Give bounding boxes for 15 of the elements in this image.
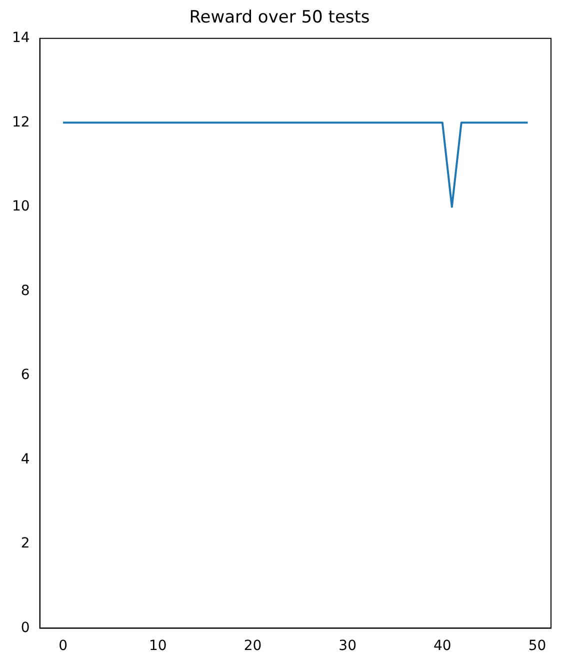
chart-title: Reward over 50 tests [189,8,370,28]
y-tick-label: 0 [20,620,30,636]
y-tick-label: 10 [12,198,30,215]
y-tick-label: 14 [12,30,30,46]
y-tick-label: 2 [20,536,30,552]
x-tick-label: 40 [433,638,452,654]
x-tick-label: 0 [58,638,68,654]
y-tick-label: 8 [20,282,30,299]
x-tick-label: 30 [338,638,356,654]
y-tick-label: 4 [20,451,30,468]
x-tick-label: 50 [528,638,546,654]
y-tick-label: 6 [20,367,30,384]
x-tick-label: 10 [148,638,167,654]
y-tick-label: 12 [12,114,30,130]
x-tick-label: 20 [244,638,262,654]
